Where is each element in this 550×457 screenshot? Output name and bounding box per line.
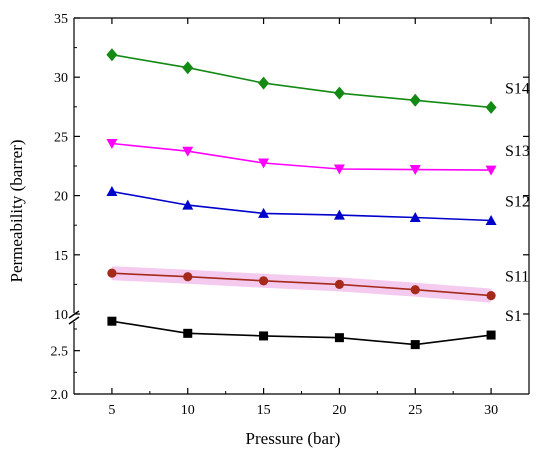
circle-marker	[258, 276, 269, 286]
x-tick-label: 5	[108, 403, 115, 418]
series-line	[111, 190, 492, 222]
series-line	[111, 53, 492, 109]
diamond-marker	[485, 100, 497, 114]
x-tick-label: 30	[484, 403, 498, 418]
y-tick-label: 20	[54, 190, 68, 205]
y-tick-label: 2.5	[51, 345, 69, 360]
diamond-marker	[258, 76, 270, 90]
y-tick-label: 35	[54, 12, 68, 27]
y-tick-label: 10	[54, 308, 68, 323]
triangle-down-marker	[258, 158, 270, 169]
triangle-up-marker	[258, 207, 270, 218]
x-axis-title: Pressure (bar)	[246, 429, 341, 448]
square-marker	[107, 316, 117, 326]
axis-ticks: 10 15 20 25 30 35 2.0 2.5 5 10 15 20 25 30	[51, 12, 529, 418]
x-tick-label: 20	[332, 403, 346, 418]
square-marker	[334, 333, 344, 343]
circle-marker	[486, 291, 496, 301]
circle-marker	[410, 285, 420, 295]
chart-marks: S14 S13 S12 S11 S1	[106, 48, 530, 350]
diamond-marker	[333, 86, 345, 100]
diamond-marker	[409, 93, 421, 107]
series-label: S11	[505, 269, 529, 286]
series-line	[111, 320, 492, 346]
triangle-up-marker	[333, 209, 345, 220]
x-tick-label: 10	[181, 403, 195, 418]
y-tick-label: 25	[54, 130, 68, 145]
triangle-up-marker	[409, 212, 421, 223]
axis-break-mark-bottom	[68, 316, 80, 325]
triangle-down-marker	[485, 165, 497, 176]
plot-frame	[68, 17, 530, 395]
circle-marker	[107, 268, 117, 278]
square-marker	[259, 331, 269, 341]
diamond-marker	[182, 61, 194, 75]
series-s12: S12	[106, 185, 530, 225]
triangle-down-marker	[182, 146, 194, 157]
triangle-down-marker	[106, 139, 118, 150]
series-label: S1	[505, 308, 522, 325]
series-s1: S1	[107, 308, 522, 350]
triangle-up-marker	[485, 214, 497, 225]
y-tick-label: 30	[54, 71, 68, 86]
triangle-down-marker	[409, 165, 421, 176]
y-axis-title: Permeability (barrer)	[7, 139, 26, 282]
series-line	[111, 272, 492, 297]
series-s13: S13	[106, 139, 530, 176]
series-label: S13	[505, 143, 530, 160]
x-tick-label: 25	[408, 403, 422, 418]
circle-marker	[334, 279, 345, 289]
circle-marker	[183, 272, 193, 282]
y-tick-label: 2.0	[51, 388, 69, 403]
series-s11: S11	[107, 266, 529, 303]
diamond-marker	[106, 48, 118, 62]
x-tick-label: 15	[257, 403, 271, 418]
square-marker	[410, 340, 420, 350]
triangle-up-marker	[182, 199, 194, 210]
series-s14: S14	[106, 48, 530, 114]
y-tick-label: 15	[54, 249, 68, 264]
square-marker	[183, 328, 193, 338]
triangle-up-marker	[106, 185, 118, 196]
series-label: S12	[505, 193, 530, 210]
triangle-down-marker	[333, 164, 345, 175]
series-line	[111, 142, 492, 171]
square-marker	[486, 330, 496, 340]
series-label: S14	[505, 80, 530, 97]
